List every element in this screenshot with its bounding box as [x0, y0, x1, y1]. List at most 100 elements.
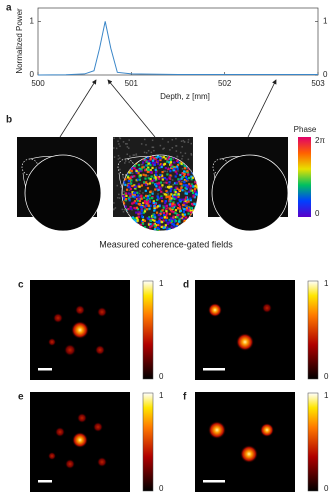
speckle-dot — [165, 212, 169, 215]
speckle-dot — [179, 228, 182, 231]
speckle-dot — [140, 206, 143, 209]
speckle-dot — [157, 223, 160, 227]
speckle-dot — [124, 178, 127, 181]
speckle-dot — [133, 184, 136, 187]
speckle-dot — [147, 166, 150, 169]
noise — [175, 150, 178, 152]
speckle-dot — [196, 171, 198, 175]
speckle-dot — [183, 202, 186, 205]
speckle-dot — [192, 218, 196, 221]
noise — [187, 141, 189, 143]
speckle-dot — [143, 196, 146, 199]
speckle-dot — [175, 219, 178, 222]
noise — [186, 167, 188, 170]
speckle-dot — [196, 229, 198, 231]
speckle-dot — [152, 200, 155, 203]
speckle-dot — [161, 170, 164, 174]
speckle-dot — [128, 199, 131, 202]
speckle-dot — [179, 188, 182, 191]
speckle-dot — [178, 161, 182, 164]
speckle-dot — [158, 217, 161, 220]
speckle-dot — [167, 230, 170, 231]
speckle-dot — [188, 219, 192, 223]
speckle-dot — [187, 167, 190, 170]
speckle-dot — [186, 221, 189, 224]
noise — [165, 197, 168, 199]
speckle-dot — [146, 168, 149, 171]
speckle-dot — [181, 172, 184, 175]
speckle-dot — [173, 193, 176, 196]
speckle-dot — [183, 167, 186, 170]
speckle-dot — [197, 190, 198, 193]
speckle-dot — [149, 222, 152, 226]
speckle-dot — [124, 199, 127, 202]
speckle-dot — [132, 219, 136, 222]
speckle-dot — [165, 216, 169, 219]
speckle-dot — [183, 173, 186, 176]
speckle-dot — [192, 194, 195, 197]
speckle-dot — [160, 210, 163, 213]
noise — [147, 149, 150, 152]
speckle-dot — [122, 224, 125, 227]
spot — [93, 422, 103, 432]
speckle-dot — [131, 222, 134, 225]
speckle-dot — [142, 173, 145, 176]
noise — [126, 146, 129, 148]
speckle-dot — [176, 191, 179, 194]
speckle-dot — [131, 191, 134, 194]
spot — [53, 313, 63, 323]
speckle-dot — [158, 219, 161, 223]
speckle-dot — [162, 219, 165, 222]
noise — [121, 200, 124, 203]
speckle-dot — [164, 200, 168, 203]
speckle-dot — [169, 159, 172, 162]
speckle-dot — [156, 160, 159, 163]
speckle-dot — [129, 171, 132, 174]
speckle-dot — [194, 181, 197, 184]
speckle-dot — [135, 206, 139, 209]
speckle-dot — [158, 224, 162, 227]
speckle-dot — [123, 217, 126, 220]
speckle-dot — [168, 200, 171, 203]
speckle-dot — [173, 197, 176, 201]
speckle-dot — [188, 183, 191, 186]
speckle-dot — [154, 173, 157, 176]
speckle-dot — [173, 188, 176, 192]
speckle-dot — [145, 160, 149, 163]
noise — [186, 191, 189, 194]
speckle-dot — [155, 211, 159, 214]
speckle-dot — [169, 195, 172, 198]
noise — [161, 155, 163, 157]
speckle-dot — [181, 176, 185, 179]
noise — [141, 170, 143, 172]
speckle-dot — [153, 178, 156, 182]
speckle-dot — [172, 217, 175, 220]
speckle-dot — [125, 224, 128, 227]
speckle-dot — [162, 163, 166, 166]
speckle-dot — [164, 167, 167, 170]
speckle-dot — [159, 157, 162, 160]
speckle-dot — [170, 210, 173, 213]
speckle-dot — [152, 158, 155, 161]
speckle-dot — [127, 175, 130, 178]
speckle-dot — [156, 226, 159, 230]
speckle-dot — [169, 163, 172, 166]
noise — [164, 186, 167, 188]
speckle-dot — [171, 205, 174, 208]
noise — [142, 192, 144, 194]
colorbar — [142, 392, 154, 492]
speckle-dot — [154, 168, 157, 171]
speckle-dot — [177, 206, 180, 210]
spot — [48, 338, 56, 346]
y-tick-label: 0 — [30, 70, 35, 79]
speckle-dot — [158, 181, 161, 185]
speckle-dot — [160, 196, 164, 200]
noise — [124, 162, 126, 164]
speckle-dot — [149, 157, 152, 160]
speckle-dot — [136, 228, 139, 231]
noise — [129, 155, 131, 158]
speckle-dot — [166, 229, 169, 231]
speckle-dot — [153, 219, 156, 222]
speckle-dot — [144, 174, 147, 177]
speckle-dot — [182, 210, 186, 214]
